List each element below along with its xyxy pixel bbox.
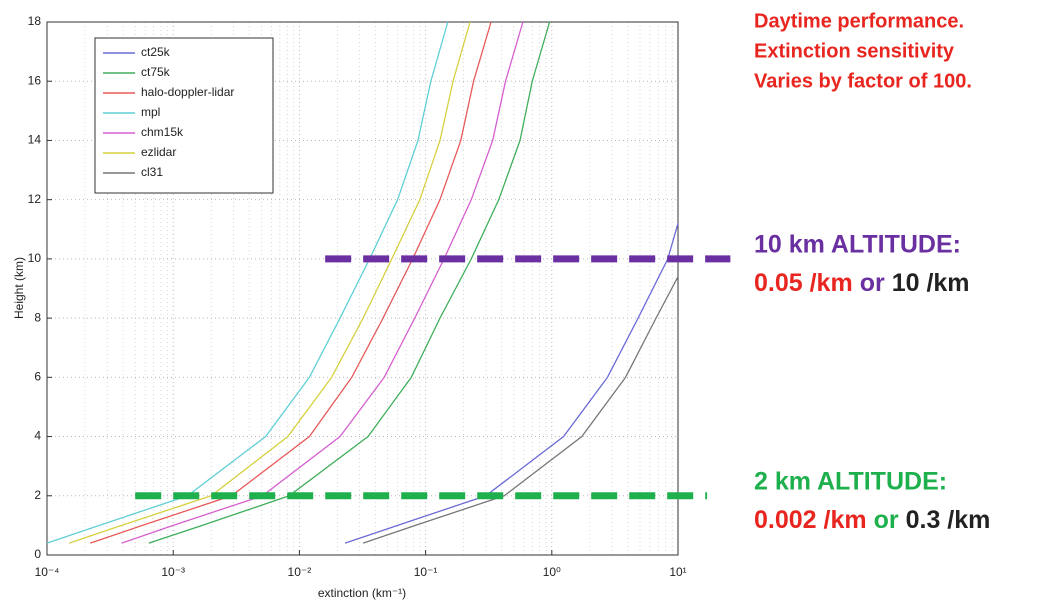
altitude-value: 10 /km bbox=[892, 269, 970, 297]
y-tick-label: 18 bbox=[28, 14, 42, 28]
altitude-value: 0.3 /km bbox=[906, 506, 991, 534]
series-line bbox=[121, 21, 524, 544]
legend-box bbox=[94, 37, 274, 194]
legend-label: ct75k bbox=[141, 65, 171, 79]
altitude-value: or bbox=[874, 506, 899, 534]
series-line bbox=[344, 223, 679, 544]
legend-label: cl31 bbox=[141, 165, 163, 179]
series-line bbox=[90, 21, 492, 544]
series-line bbox=[362, 276, 679, 544]
x-tick-label: 10⁻⁴ bbox=[35, 565, 60, 579]
x-axis-label: extinction (km⁻¹) bbox=[318, 586, 406, 600]
note-line: Extinction sensitivity bbox=[754, 40, 955, 62]
note-line: Daytime performance. bbox=[754, 10, 964, 32]
series-line bbox=[148, 21, 551, 544]
legend-label: chm15k bbox=[141, 125, 184, 139]
x-tick-label: 10⁻¹ bbox=[414, 565, 438, 579]
legend-label: halo-doppler-lidar bbox=[141, 85, 234, 99]
y-tick-label: 16 bbox=[28, 73, 42, 87]
altitude-values: 0.002 /km or 0.3 /km bbox=[754, 506, 990, 534]
series-line bbox=[46, 21, 449, 544]
altitude-value: 0.002 /km bbox=[754, 506, 867, 534]
y-tick-label: 0 bbox=[34, 547, 41, 561]
plot-frame bbox=[46, 21, 679, 556]
y-axis-label: Height (km) bbox=[12, 257, 26, 319]
altitude-value: or bbox=[860, 269, 885, 297]
y-tick-label: 6 bbox=[34, 370, 41, 384]
x-tick-label: 10¹ bbox=[669, 565, 686, 579]
y-tick-label: 2 bbox=[34, 488, 41, 502]
x-tick-label: 10⁻³ bbox=[161, 565, 185, 579]
altitude-values: 0.05 /km or 10 /km bbox=[754, 269, 970, 297]
series-line bbox=[69, 21, 471, 544]
x-tick-label: 10⁰ bbox=[543, 565, 561, 579]
note-line: Varies by factor of 100. bbox=[754, 70, 972, 92]
altitude-title: 2 km ALTITUDE: bbox=[754, 468, 947, 496]
legend-label: mpl bbox=[141, 105, 160, 119]
altitude-value: 0.05 /km bbox=[754, 269, 853, 297]
y-tick-label: 10 bbox=[28, 251, 42, 265]
y-tick-label: 14 bbox=[28, 133, 42, 147]
legend-label: ct25k bbox=[141, 45, 171, 59]
y-tick-label: 12 bbox=[28, 192, 42, 206]
legend-label: ezlidar bbox=[141, 145, 176, 159]
y-tick-label: 8 bbox=[34, 310, 41, 324]
altitude-title: 10 km ALTITUDE: bbox=[754, 231, 961, 259]
x-tick-label: 10⁻² bbox=[288, 565, 312, 579]
y-tick-label: 4 bbox=[34, 429, 41, 443]
